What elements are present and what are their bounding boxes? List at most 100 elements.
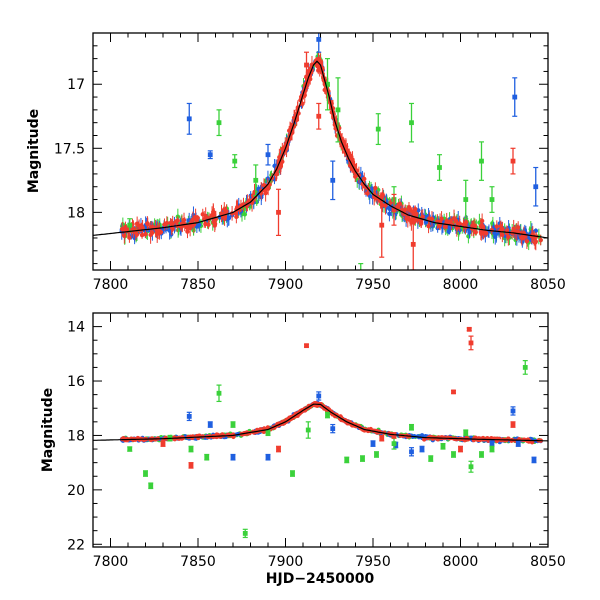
red-data-point (287, 128, 292, 133)
red-data-point (426, 223, 431, 229)
x-tick-label: 7800 (93, 554, 129, 570)
green-outlier-point (463, 430, 469, 436)
red-data-point (134, 232, 140, 237)
x-tick-label: 8050 (530, 277, 566, 293)
red-outlier-point (466, 326, 472, 332)
bottom-panel: 7800 7850 7900 7950 8000 8050 14 16 18 20 22 Magni… (40, 312, 566, 587)
red-outlier-point (391, 433, 397, 438)
top-panel-data-layer (93, 33, 548, 270)
y-tick-label: 18 (67, 205, 85, 221)
red-data-point (418, 221, 424, 226)
red-data-point (442, 224, 448, 229)
red-data-point (145, 221, 150, 227)
red-data-point (427, 216, 432, 221)
red-outlier-point (160, 441, 166, 447)
green-outlier-point (188, 446, 194, 452)
red-data-point (473, 229, 478, 235)
green-outlier-point (428, 456, 434, 461)
red-data-point (538, 237, 543, 243)
red-data-point (520, 235, 526, 240)
green-outlier-point (148, 483, 154, 489)
red-data-point (463, 219, 469, 225)
green-outlier-point (479, 452, 484, 457)
red-data-point (524, 239, 530, 244)
red-outlier-point (276, 446, 281, 452)
green-outlier-point (305, 427, 311, 433)
red-outlier-point (468, 340, 474, 346)
red-outlier-point (379, 435, 385, 441)
x-tick-label: 7900 (268, 277, 304, 293)
bottom-panel-data-layer (93, 326, 548, 539)
red-outlier-point (410, 241, 416, 247)
green-outlier-point (127, 222, 133, 228)
red-data-point (412, 212, 418, 217)
blue-data-point (430, 223, 435, 228)
green-outlier-point (391, 441, 397, 447)
y-tick-label: 18 (67, 428, 85, 444)
top-panel-ticks: 7800 7850 7900 7950 8000 8050 17 17.5 18 (54, 32, 566, 293)
red-data-point (211, 210, 216, 215)
red-data-point (428, 434, 433, 440)
green-outlier-point (360, 456, 365, 461)
red-data-point (500, 226, 505, 232)
red-outlier-point (391, 207, 397, 213)
green-outlier-point (335, 107, 341, 113)
x-tick-label: 7950 (355, 554, 391, 570)
x-tick-label: 7850 (180, 277, 216, 293)
blue-outlier-point (207, 422, 213, 427)
green-outlier-point (468, 464, 474, 470)
green-outlier-point (325, 412, 330, 418)
blue-outlier-point (265, 454, 271, 460)
blue-outlier-point (207, 152, 213, 158)
red-data-point (127, 235, 132, 240)
blue-outlier-point (330, 426, 336, 432)
red-data-point (479, 223, 485, 228)
blue-outlier-point (489, 441, 495, 447)
green-outlier-point (204, 454, 210, 460)
red-data-point (383, 203, 388, 208)
green-outlier-point (409, 424, 414, 430)
blue-outlier-point (186, 116, 192, 122)
x-tick-label: 8000 (443, 554, 479, 570)
green-outlier-point (344, 457, 350, 463)
red-data-point (150, 230, 155, 235)
red-data-point (194, 217, 200, 223)
red-data-point (134, 221, 140, 226)
green-outlier-point (253, 177, 259, 183)
red-data-point (457, 221, 462, 226)
bottom-panel-ticks: 7800 7850 7900 7950 8000 8050 14 16 18 20 22 (67, 312, 566, 570)
red-data-point (212, 221, 218, 227)
y-tick-label: 17 (67, 77, 85, 93)
bottom-panel-x-axis-title: HJD−2450000 (266, 571, 375, 587)
green-outlier-point (290, 471, 295, 476)
blue-outlier-point (316, 393, 322, 399)
green-outlier-point (127, 446, 133, 452)
red-data-point (318, 58, 323, 64)
red-data-point (437, 223, 442, 229)
x-tick-label: 8000 (443, 277, 479, 293)
red-data-point (397, 201, 403, 207)
blue-outlier-point (419, 446, 425, 452)
green-outlier-point (230, 422, 236, 427)
red-data-point (421, 437, 427, 442)
y-tick-label: 16 (67, 374, 85, 390)
green-outlier-point (375, 126, 381, 132)
y-tick-label: 17.5 (54, 141, 85, 157)
blue-outlier-point (330, 177, 336, 183)
red-data-point (410, 209, 415, 214)
y-tick-label: 22 (67, 537, 85, 553)
red-data-point (190, 434, 196, 439)
red-data-point (307, 76, 313, 82)
blue-outlier-point (316, 37, 322, 42)
green-outlier-point (325, 81, 330, 87)
blue-data-point (467, 229, 472, 235)
red-data-point (444, 218, 449, 224)
bottom-panel-frame (92, 312, 549, 548)
red-data-point (225, 432, 230, 438)
green-outlier-point (265, 430, 271, 436)
red-outlier-point (304, 343, 309, 349)
red-data-point (453, 218, 459, 224)
blue-outlier-point (533, 184, 539, 190)
red-data-point (168, 220, 173, 226)
